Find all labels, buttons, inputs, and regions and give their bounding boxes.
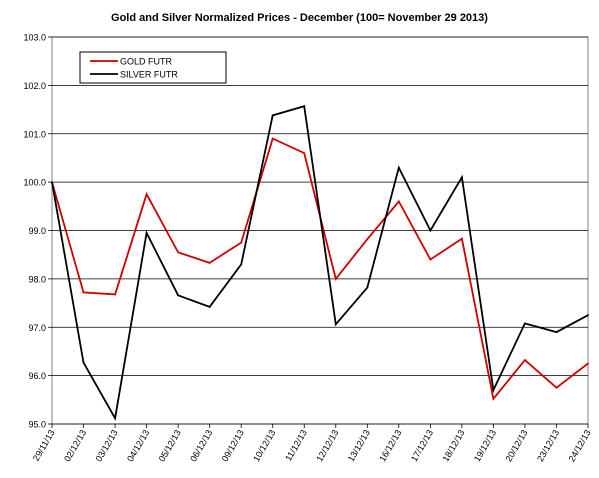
x-tick-label: 17/12/13 [409,428,435,463]
data-point [555,331,558,333]
data-point [82,291,85,294]
data-point [397,200,400,203]
y-tick-label: 100.0 [23,178,46,188]
x-tick-label: 24/12/13 [567,428,593,463]
data-point [429,258,432,261]
data-point [587,362,589,365]
x-tick-label: 20/12/13 [503,428,529,463]
data-point [82,361,85,364]
data-point [366,286,369,289]
x-tick-label: 23/12/13 [535,428,561,463]
x-tick-label: 03/12/13 [94,428,120,463]
data-point [114,293,116,296]
data-point [51,181,53,184]
data-point [177,251,180,254]
data-point [524,322,526,325]
y-tick-label: 96.0 [28,371,46,381]
data-point [114,417,116,420]
x-tick-label: 29/11/13 [31,428,57,463]
x-tick-label: 06/12/13 [188,428,214,463]
x-tick-label: 12/12/13 [314,428,340,463]
data-point [492,389,495,392]
data-point [240,241,243,244]
x-tick-label: 18/12/13 [440,428,466,463]
data-point [460,176,463,179]
data-point [334,323,337,326]
x-tick-label: 19/12/13 [472,428,498,463]
x-tick-label: 02/12/13 [62,428,88,463]
data-point [460,237,463,240]
y-tick-label: 98.0 [28,274,46,284]
y-tick-label: 103.0 [23,33,46,43]
data-point [397,166,400,169]
data-point [366,238,369,241]
x-tick-label: 09/12/13 [220,428,246,463]
data-point [524,359,526,362]
data-point [271,137,274,140]
legend-label: GOLD FUTR [120,57,173,67]
data-point [303,105,306,108]
legend-box [79,51,227,84]
chart-title: Gold and Silver Normalized Prices - Dece… [111,12,488,24]
data-point [555,386,558,389]
data-point [587,314,589,317]
legend-label: SILVER FUTR [120,70,178,80]
data-point [177,294,180,297]
y-tick-label: 101.0 [23,129,46,139]
x-tick-label: 05/12/13 [157,428,183,463]
data-point [145,232,148,234]
data-point [271,114,274,117]
data-point [240,263,243,266]
x-tick-label: 16/12/13 [377,428,403,463]
y-tick-label: 97.0 [28,323,46,333]
y-tick-label: 99.0 [28,226,46,236]
data-point [492,397,495,400]
x-tick-label: 10/12/13 [251,428,277,463]
y-tick-label: 95.0 [28,420,46,430]
data-point [208,306,211,308]
y-tick-label: 102.0 [23,81,46,91]
data-point [145,193,148,196]
series-line-silver [51,105,589,421]
x-tick-label: 13/12/13 [346,428,372,463]
data-point [303,152,306,155]
data-point [208,262,211,264]
x-tick-label: 11/12/13 [283,428,309,463]
x-tick-label: 04/12/13 [125,428,151,463]
data-point [429,229,432,232]
data-point [334,277,337,280]
